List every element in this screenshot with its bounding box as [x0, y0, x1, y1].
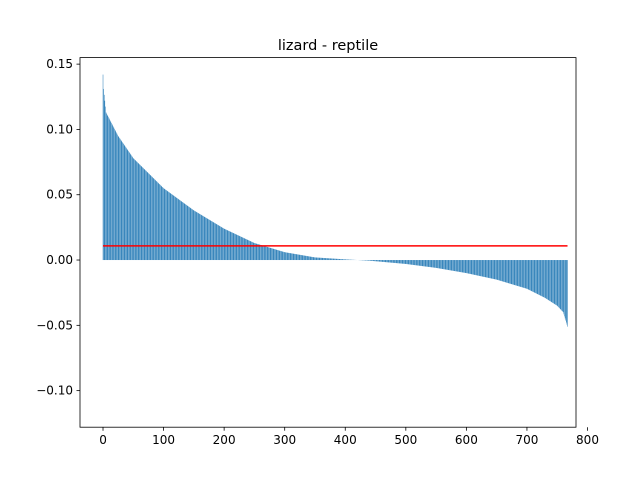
x-tick-label: 700 — [515, 433, 538, 447]
x-tick-label: 500 — [394, 433, 417, 447]
x-tick-label: 400 — [334, 433, 357, 447]
x-tick-label: 800 — [576, 433, 599, 447]
bars-group — [102, 74, 568, 327]
x-axis: 0 100 200 300 400 500 600 700 800 — [99, 427, 599, 447]
x-tick-label: 0 — [99, 433, 107, 447]
plot-frame — [79, 57, 577, 428]
y-tick-label: 0.15 — [46, 57, 73, 71]
y-axis: −0.10 −0.05 0.00 0.05 0.10 0.15 — [36, 57, 80, 398]
y-tick-label: 0.05 — [46, 188, 73, 202]
y-tick-label: 0.10 — [46, 122, 73, 136]
y-tick-label: −0.10 — [36, 384, 73, 398]
x-tick-label: 100 — [152, 433, 175, 447]
chart-title: lizard - reptile — [278, 38, 378, 54]
x-tick-label: 600 — [455, 433, 478, 447]
x-tick-label: 300 — [273, 433, 296, 447]
y-tick-label: −0.05 — [36, 318, 73, 332]
x-tick-label: 200 — [213, 433, 236, 447]
y-tick-label: 0.00 — [46, 253, 73, 267]
